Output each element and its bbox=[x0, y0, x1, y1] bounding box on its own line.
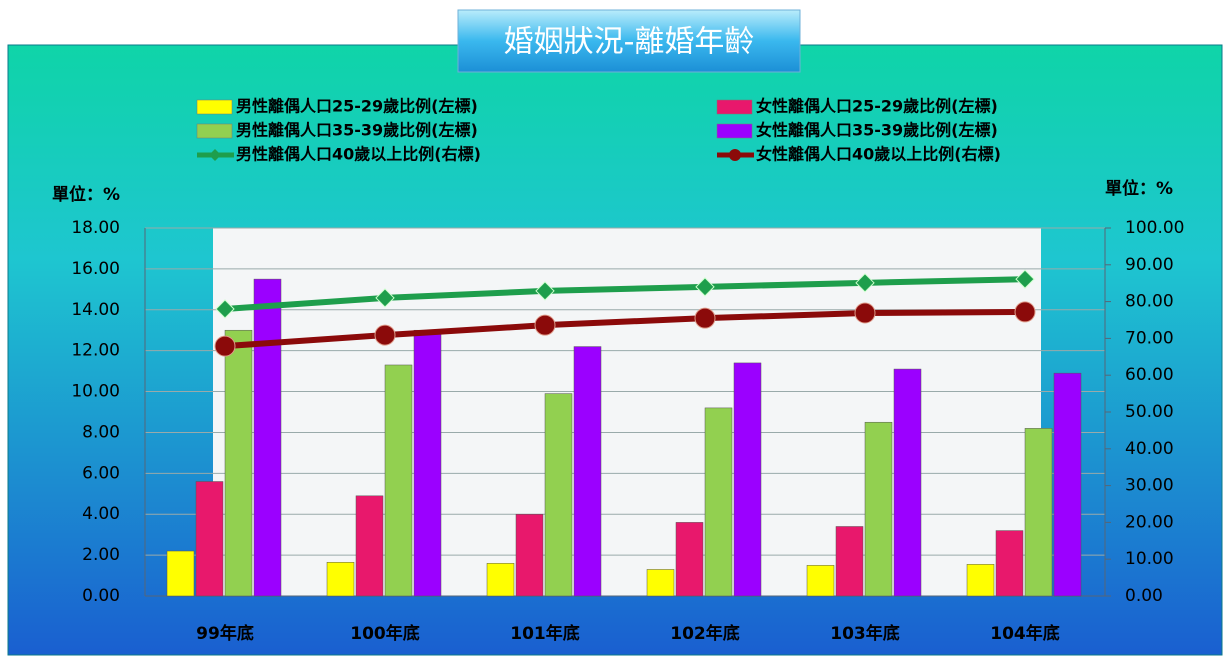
y-tick-label: 2.00 bbox=[82, 545, 120, 565]
bar bbox=[1024, 428, 1053, 597]
y-tick-label: 4.00 bbox=[82, 504, 120, 524]
y-tick-label: 0.00 bbox=[82, 586, 120, 606]
bar bbox=[195, 481, 224, 597]
line-marker bbox=[1014, 301, 1036, 323]
bar bbox=[573, 346, 602, 597]
line-marker bbox=[215, 299, 235, 319]
y2-tick-label: 30.00 bbox=[1125, 476, 1174, 496]
bar bbox=[224, 329, 253, 597]
bar bbox=[893, 368, 922, 597]
y2-tick-label: 90.00 bbox=[1125, 255, 1174, 275]
y-tick-label: 10.00 bbox=[71, 382, 120, 402]
y2-unit: 單位：% bbox=[1105, 178, 1173, 199]
line-marker bbox=[374, 324, 396, 346]
bar bbox=[995, 530, 1024, 597]
bar bbox=[326, 562, 355, 597]
bar bbox=[544, 393, 573, 597]
bar bbox=[253, 278, 282, 597]
bar bbox=[835, 526, 864, 597]
y-tick-label: 18.00 bbox=[71, 218, 120, 238]
bar bbox=[355, 495, 384, 597]
legend-label: 男性離偶人口40歲以上比例(右標) bbox=[236, 145, 481, 164]
bar bbox=[864, 421, 893, 597]
bar bbox=[966, 564, 995, 597]
line-marker bbox=[535, 281, 555, 301]
bar bbox=[1053, 372, 1082, 597]
y-tick-label: 12.00 bbox=[71, 341, 120, 361]
bar bbox=[384, 364, 413, 597]
legend-marker bbox=[729, 149, 741, 161]
y2-tick-label: 50.00 bbox=[1125, 402, 1174, 422]
bar bbox=[166, 550, 195, 597]
y-tick-label: 16.00 bbox=[71, 259, 120, 279]
legend-label: 男性離偶人口25-29歲比例(左標) bbox=[236, 97, 478, 116]
y2-tick-label: 20.00 bbox=[1125, 512, 1174, 532]
line-marker bbox=[694, 307, 716, 329]
y2-tick-label: 70.00 bbox=[1125, 328, 1174, 348]
legend-label: 男性離偶人口35-39歲比例(左標) bbox=[236, 121, 478, 140]
legend-swatch bbox=[196, 99, 233, 115]
legend-label: 女性離偶人口25-29歲比例(左標) bbox=[756, 97, 998, 116]
bar bbox=[646, 569, 675, 597]
line-marker bbox=[854, 302, 876, 324]
bar bbox=[733, 362, 762, 597]
y2-tick-label: 10.00 bbox=[1125, 549, 1174, 569]
y2-tick-label: 80.00 bbox=[1125, 292, 1174, 312]
chart-title: 婚姻狀況-離婚年齡 bbox=[504, 25, 755, 60]
line bbox=[224, 276, 1026, 312]
x-tick-label: 103年底 bbox=[830, 623, 900, 644]
y2-tick-label: 100.00 bbox=[1125, 218, 1184, 238]
line-marker bbox=[855, 273, 875, 293]
bar bbox=[675, 522, 704, 597]
legend-swatch bbox=[716, 99, 753, 115]
x-tick-label: 102年底 bbox=[670, 623, 740, 644]
legend-label: 女性離偶人口40歲以上比例(右標) bbox=[756, 145, 1001, 164]
y-tick-label: 8.00 bbox=[82, 422, 120, 442]
line-marker bbox=[534, 314, 556, 336]
line-marker bbox=[214, 335, 236, 357]
line-marker bbox=[1015, 269, 1035, 289]
bar bbox=[515, 513, 544, 597]
bar bbox=[704, 407, 733, 597]
x-tick-label: 99年底 bbox=[196, 623, 254, 644]
y-unit: 單位：% bbox=[52, 184, 120, 205]
y-tick-label: 14.00 bbox=[71, 300, 120, 320]
bar bbox=[413, 329, 442, 597]
legend-swatch bbox=[716, 123, 753, 139]
y2-tick-label: 40.00 bbox=[1125, 439, 1174, 459]
x-tick-label: 101年底 bbox=[510, 623, 580, 644]
line bbox=[224, 308, 1026, 350]
title-box bbox=[457, 9, 801, 73]
bar bbox=[806, 565, 835, 597]
y2-tick-label: 60.00 bbox=[1125, 365, 1174, 385]
legend-swatch bbox=[196, 123, 233, 139]
y2-tick-label: 0.00 bbox=[1125, 586, 1163, 606]
x-tick-label: 100年底 bbox=[350, 623, 420, 644]
x-tick-label: 104年底 bbox=[990, 623, 1060, 644]
line-marker bbox=[695, 277, 715, 297]
legend-label: 女性離偶人口35-39歲比例(左標) bbox=[756, 121, 998, 140]
line-marker bbox=[375, 288, 395, 308]
legend-marker bbox=[209, 149, 221, 161]
bar bbox=[486, 563, 515, 597]
y-tick-label: 6.00 bbox=[82, 463, 120, 483]
